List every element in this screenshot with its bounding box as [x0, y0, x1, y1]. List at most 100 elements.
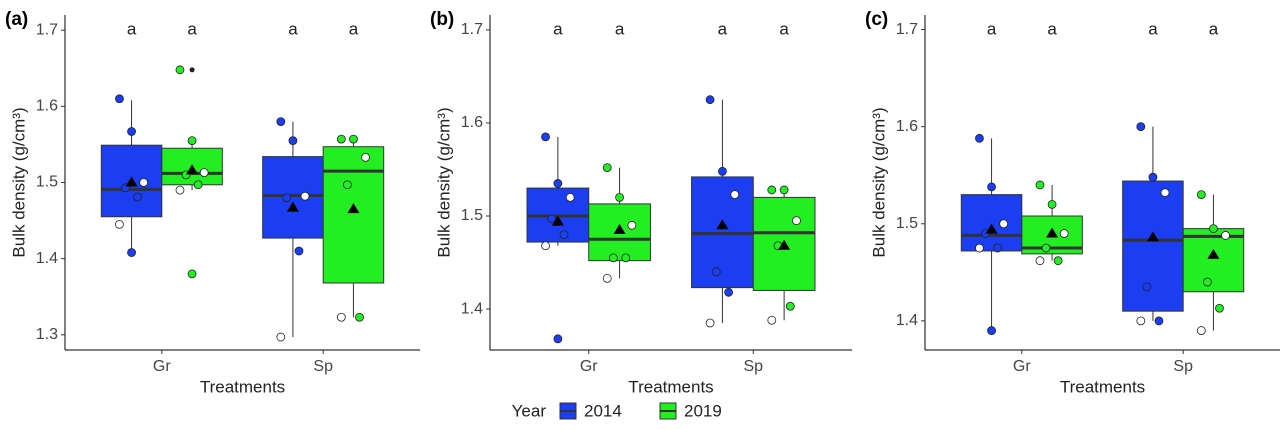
- data-point: [718, 166, 727, 176]
- x-axis-label: Treatments: [1060, 377, 1145, 396]
- data-point: [602, 163, 612, 173]
- data-point: [349, 134, 358, 144]
- box: [262, 156, 324, 239]
- y-tick-label: 1.4: [461, 300, 483, 317]
- data-point: [621, 253, 631, 263]
- y-tick-label: 1.4: [896, 312, 918, 329]
- data-point: [705, 95, 715, 105]
- data-point: [559, 230, 569, 240]
- data-point: [975, 243, 984, 253]
- y-tick-label: 1.7: [461, 21, 483, 38]
- y-tick-label: 1.7: [896, 21, 918, 38]
- data-point: [553, 334, 563, 344]
- data-point: [1221, 231, 1230, 240]
- data-point: [187, 136, 197, 146]
- x-tick-label: Gr: [153, 358, 171, 375]
- data-point: [355, 312, 364, 322]
- data-point: [602, 273, 612, 283]
- mean-marker: [347, 203, 360, 214]
- data-point: [785, 301, 795, 311]
- data-point: [541, 132, 550, 142]
- data-point: [187, 269, 197, 279]
- data-point: [987, 326, 996, 335]
- significance-letter: a: [615, 19, 625, 38]
- y-axis-label: Bulk density (g/cm³): [434, 107, 453, 257]
- y-tick-label: 1.6: [461, 114, 483, 131]
- data-point: [300, 191, 310, 201]
- data-point: [987, 182, 996, 192]
- data-point: [1035, 180, 1045, 190]
- significance-letter: a: [718, 19, 728, 38]
- data-point: [1136, 316, 1146, 326]
- data-point: [139, 178, 149, 187]
- mean-marker: [1146, 231, 1159, 242]
- data-point: [175, 65, 185, 75]
- box: [960, 194, 1023, 252]
- y-axis-label: Bulk density (g/cm³): [9, 107, 28, 257]
- significance-letter: a: [779, 19, 789, 38]
- significance-letter: a: [553, 19, 563, 38]
- data-point: [1215, 303, 1224, 313]
- data-point: [711, 267, 721, 277]
- data-point: [541, 241, 550, 251]
- y-axis-label: Bulk density (g/cm³): [869, 107, 888, 257]
- mean-marker: [186, 164, 199, 175]
- data-point: [115, 94, 124, 104]
- data-point: [1160, 188, 1170, 198]
- data-point: [1035, 256, 1045, 266]
- y-tick-label: 1.6: [896, 118, 918, 135]
- data-point: [547, 214, 557, 224]
- data-point: [127, 127, 136, 136]
- significance-letter: a: [987, 19, 997, 38]
- legend-label: 2014: [584, 401, 622, 420]
- data-point: [1196, 326, 1206, 335]
- panel-label: (c): [865, 9, 888, 30]
- y-tick-label: 1.6: [36, 98, 58, 115]
- data-point: [193, 180, 203, 190]
- data-point: [1148, 172, 1158, 182]
- significance-letter: a: [1047, 19, 1057, 38]
- data-point: [730, 190, 740, 199]
- box: [322, 146, 385, 284]
- data-point: [133, 192, 143, 202]
- data-point: [1154, 316, 1164, 326]
- mean-marker: [985, 223, 998, 234]
- data-point: [993, 243, 1003, 253]
- mean-marker: [551, 215, 564, 226]
- mean-marker: [286, 201, 299, 212]
- x-axis-label: Treatments: [628, 377, 713, 396]
- significance-letter: a: [1148, 19, 1158, 38]
- data-point: [1053, 256, 1063, 266]
- data-point: [342, 180, 352, 190]
- mean-marker: [1046, 227, 1059, 238]
- data-point: [1209, 224, 1218, 234]
- y-tick-label: 1.5: [896, 215, 918, 232]
- legend-title: Year: [512, 401, 547, 420]
- data-point: [115, 219, 124, 229]
- data-point: [553, 179, 563, 188]
- data-point: [609, 253, 618, 263]
- data-point: [615, 192, 624, 202]
- data-point: [199, 168, 209, 178]
- data-point: [792, 216, 801, 226]
- box: [1122, 180, 1184, 312]
- data-point: [282, 193, 292, 203]
- significance-letter: a: [187, 19, 197, 38]
- y-tick-label: 1.7: [36, 21, 58, 38]
- data-point: [127, 248, 136, 257]
- x-axis-label: Treatments: [200, 377, 285, 396]
- mean-marker: [125, 176, 138, 187]
- y-tick-label: 1.3: [36, 326, 58, 343]
- panel-label: (b): [430, 9, 454, 30]
- y-tick-label: 1.4: [36, 250, 58, 267]
- mean-marker: [716, 219, 729, 230]
- significance-letter: a: [1209, 19, 1219, 38]
- data-point: [361, 152, 370, 162]
- y-tick-label: 1.5: [36, 174, 58, 191]
- data-point: [1142, 282, 1152, 292]
- data-point: [627, 220, 637, 230]
- mean-marker: [613, 223, 626, 234]
- data-point: [1059, 229, 1069, 238]
- mean-marker: [1207, 248, 1220, 259]
